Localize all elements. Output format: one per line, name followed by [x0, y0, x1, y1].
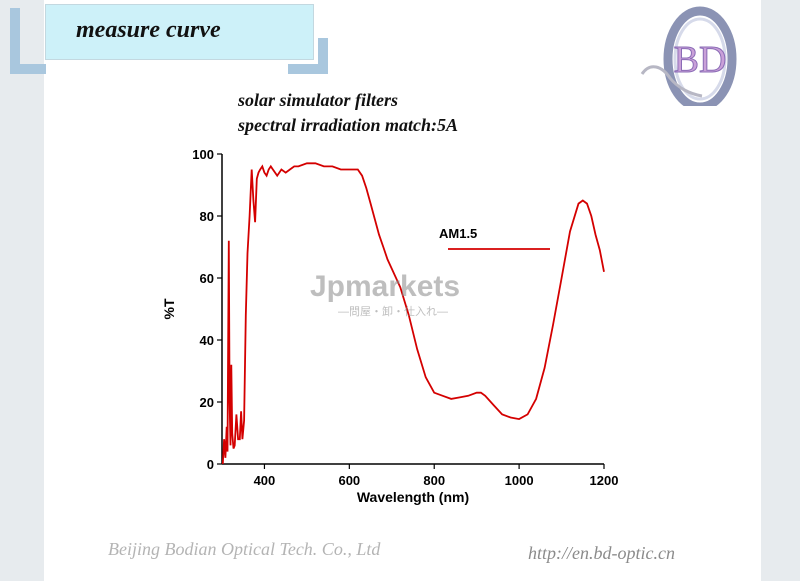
x-tick-label: 1200 — [590, 473, 619, 488]
x-axis-label: Wavelength (nm) — [357, 489, 469, 505]
chart-title-line-1: solar simulator filters — [238, 90, 399, 110]
title-bracket-bottom-right — [288, 64, 328, 74]
x-tick-label: 1000 — [505, 473, 534, 488]
x-tick-label: 600 — [338, 473, 360, 488]
footer-url[interactable]: http://en.bd-optic.cn — [528, 543, 675, 563]
logo-ring-outer — [663, 6, 737, 106]
y-tick-label: 40 — [200, 333, 214, 348]
chart-axes — [221, 154, 604, 465]
logo-ring-inner — [673, 17, 727, 101]
y-tick-label: 20 — [200, 395, 214, 410]
x-tick-label: 400 — [254, 473, 276, 488]
title-bracket-right — [318, 38, 328, 74]
series-line-am15 — [221, 162, 605, 465]
y-axis-label: %T — [161, 298, 177, 319]
bd-logo: BD — [640, 6, 737, 106]
page-title: measure curve — [76, 17, 221, 43]
y-tick-label: 80 — [200, 209, 214, 224]
logo-swoosh — [640, 65, 703, 98]
title-bracket-left — [10, 8, 20, 74]
legend-label: AM1.5 — [439, 226, 477, 241]
title-bracket-bottom-left — [10, 64, 46, 74]
watermark: Jpmarkets —問屋・卸・仕入れ— — [310, 270, 460, 318]
watermark-brand: Jpmarkets — [310, 270, 460, 303]
left-margin-band — [0, 0, 44, 581]
y-tick-label: 100 — [192, 147, 214, 162]
y-tick-label: 60 — [200, 271, 214, 286]
footer-company: Beijing Bodian Optical Tech. Co., Ltd — [108, 539, 381, 559]
logo-text: BD — [674, 39, 727, 81]
chart-title-line-2: spectral irradiation match:5A — [238, 115, 459, 135]
title-box: measure curve — [45, 4, 314, 60]
chart-ticks: 400 600 800 1000 1200 0 20 40 60 80 100 — [192, 147, 618, 488]
x-tick-label: 800 — [423, 473, 445, 488]
y-tick-label: 0 — [207, 457, 214, 472]
slide-background — [44, 0, 761, 581]
watermark-tagline: —問屋・卸・仕入れ— — [338, 304, 448, 318]
chart-legend: AM1.5 — [439, 226, 550, 250]
